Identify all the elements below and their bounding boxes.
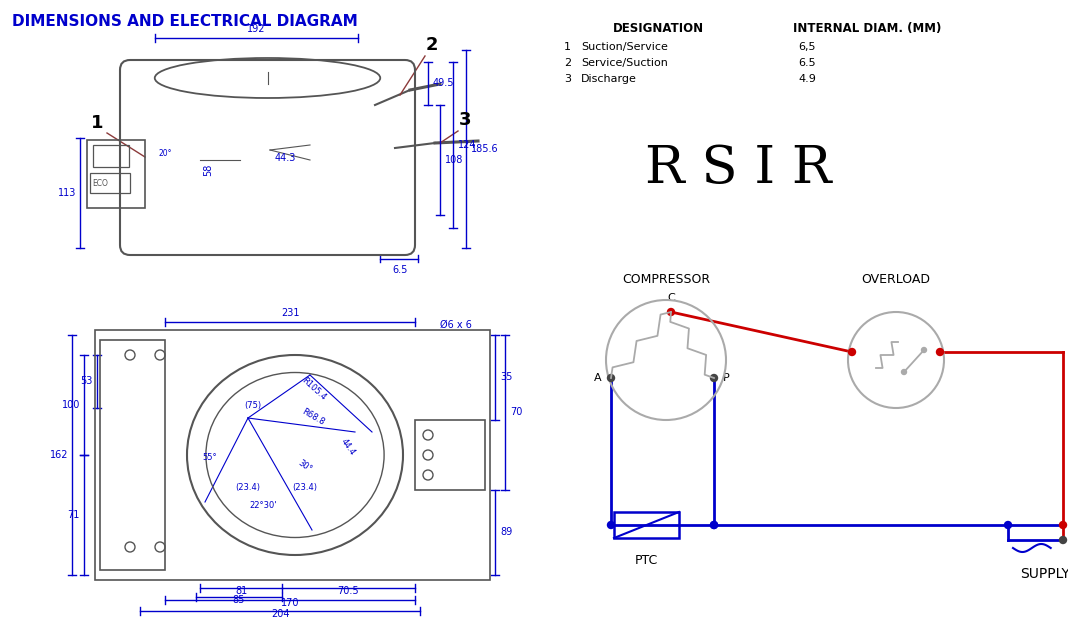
Text: 124: 124 <box>458 140 476 150</box>
Text: (23.4): (23.4) <box>236 483 261 492</box>
Circle shape <box>901 369 907 374</box>
Text: 53: 53 <box>80 376 93 386</box>
Text: 108: 108 <box>445 155 464 165</box>
Text: 22°30': 22°30' <box>249 501 277 510</box>
Text: 192: 192 <box>247 24 265 34</box>
Text: 2: 2 <box>564 58 571 68</box>
Text: 58: 58 <box>203 164 213 176</box>
Circle shape <box>608 374 614 382</box>
Text: R68.8: R68.8 <box>300 407 326 427</box>
Text: P: P <box>723 373 729 383</box>
Text: DIMENSIONS AND ELECTRICAL DIAGRAM: DIMENSIONS AND ELECTRICAL DIAGRAM <box>12 14 358 29</box>
Circle shape <box>710 374 718 382</box>
Text: 170: 170 <box>281 598 299 608</box>
Circle shape <box>668 308 675 316</box>
Text: PTC: PTC <box>634 554 658 567</box>
Text: 231: 231 <box>281 308 299 318</box>
Text: 4.9: 4.9 <box>798 74 816 84</box>
Circle shape <box>848 348 855 355</box>
Text: 6.5: 6.5 <box>798 58 816 68</box>
Bar <box>90 173 130 193</box>
Text: 1: 1 <box>91 114 104 132</box>
Bar <box>87 140 145 208</box>
Text: 3: 3 <box>459 111 471 129</box>
Text: Discharge: Discharge <box>581 74 637 84</box>
Text: 1: 1 <box>564 42 571 52</box>
Text: Suction/Service: Suction/Service <box>581 42 668 52</box>
Text: ECO: ECO <box>92 179 108 187</box>
Text: 3: 3 <box>564 74 571 84</box>
Text: 204: 204 <box>271 609 289 619</box>
Text: 162: 162 <box>49 450 68 460</box>
Text: 20°: 20° <box>158 148 172 157</box>
Text: 55°: 55° <box>203 453 217 462</box>
Text: INTERNAL DIAM. (MM): INTERNAL DIAM. (MM) <box>794 22 941 35</box>
Circle shape <box>710 521 718 528</box>
Text: 85: 85 <box>233 595 246 605</box>
Text: OVERLOAD: OVERLOAD <box>862 273 930 286</box>
Text: (75): (75) <box>245 401 262 410</box>
Text: 2: 2 <box>426 36 438 54</box>
Circle shape <box>922 347 927 352</box>
Text: COMPRESSOR: COMPRESSOR <box>622 273 710 286</box>
Text: 89: 89 <box>500 527 513 537</box>
Text: 185.6: 185.6 <box>471 144 499 154</box>
Text: DESIGNATION: DESIGNATION <box>613 22 704 35</box>
Bar <box>614 512 679 538</box>
Text: 81: 81 <box>235 586 247 596</box>
Text: SUPPLY: SUPPLY <box>1021 567 1068 581</box>
Circle shape <box>1059 537 1067 543</box>
Text: 44.4: 44.4 <box>339 437 357 457</box>
Text: 35: 35 <box>500 372 513 382</box>
Text: R S I R: R S I R <box>645 143 831 194</box>
Text: (23.4): (23.4) <box>293 483 317 492</box>
Text: 6.5: 6.5 <box>392 265 408 275</box>
Text: R105.4: R105.4 <box>300 376 328 402</box>
Circle shape <box>1059 521 1067 528</box>
Circle shape <box>937 348 943 355</box>
Bar <box>95 330 490 580</box>
Text: 100: 100 <box>62 400 80 410</box>
Circle shape <box>1005 521 1011 528</box>
Circle shape <box>608 521 614 528</box>
Text: 70.5: 70.5 <box>337 586 359 596</box>
Text: 49.5: 49.5 <box>433 78 455 88</box>
Bar <box>415 420 485 490</box>
Circle shape <box>710 521 718 528</box>
Bar <box>93 145 129 167</box>
Text: Service/Suction: Service/Suction <box>581 58 668 68</box>
Text: C: C <box>668 293 675 303</box>
Text: 44.3: 44.3 <box>274 153 296 163</box>
Bar <box>100 340 164 570</box>
Text: 71: 71 <box>67 510 80 520</box>
Text: 30°: 30° <box>297 458 314 474</box>
Text: 113: 113 <box>58 188 76 198</box>
Text: Ø6 x 6: Ø6 x 6 <box>440 320 472 330</box>
Text: 6,5: 6,5 <box>798 42 816 52</box>
Text: A: A <box>595 373 602 383</box>
Text: 70: 70 <box>511 407 522 417</box>
